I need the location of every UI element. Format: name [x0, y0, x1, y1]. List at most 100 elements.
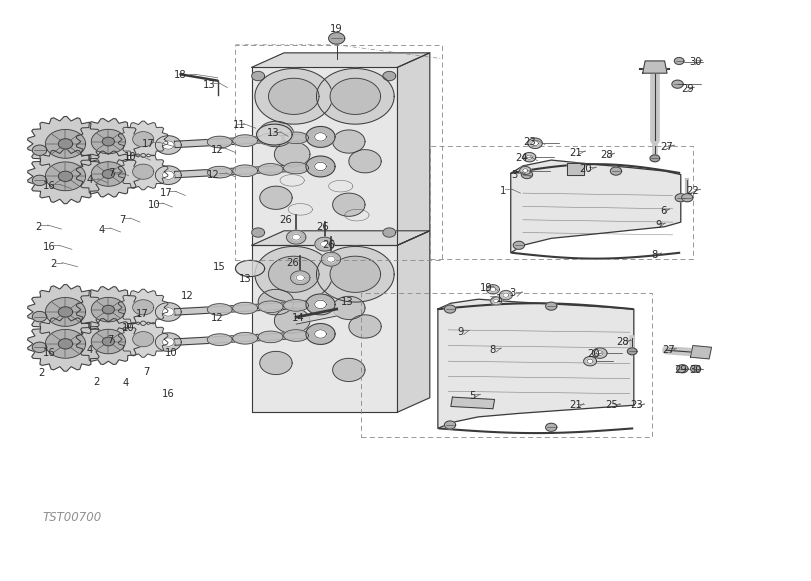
Text: 8: 8 [652, 250, 658, 260]
Polygon shape [32, 175, 47, 185]
Polygon shape [672, 80, 683, 88]
Polygon shape [133, 332, 154, 347]
Polygon shape [251, 71, 264, 81]
Text: 17: 17 [136, 309, 148, 319]
Text: 10: 10 [165, 348, 177, 358]
Text: 15: 15 [213, 262, 225, 272]
Polygon shape [156, 333, 181, 352]
Polygon shape [611, 167, 622, 175]
Polygon shape [383, 228, 396, 237]
Text: 17: 17 [161, 188, 173, 198]
Polygon shape [32, 145, 47, 156]
Polygon shape [45, 130, 85, 158]
Polygon shape [333, 130, 365, 153]
Polygon shape [92, 130, 126, 154]
Polygon shape [444, 305, 456, 313]
Polygon shape [321, 252, 341, 266]
Polygon shape [251, 228, 264, 237]
Text: 30: 30 [689, 365, 702, 375]
Text: 2: 2 [38, 368, 45, 378]
Polygon shape [208, 166, 232, 178]
Polygon shape [118, 289, 168, 325]
Text: 30: 30 [689, 56, 702, 67]
Text: 7: 7 [107, 335, 114, 345]
Polygon shape [490, 287, 496, 292]
Polygon shape [444, 421, 456, 429]
Polygon shape [92, 162, 126, 187]
Polygon shape [677, 365, 688, 373]
Bar [361, 293, 652, 436]
Polygon shape [284, 300, 308, 311]
Polygon shape [451, 397, 495, 409]
Polygon shape [593, 348, 607, 358]
Polygon shape [28, 117, 103, 171]
Text: 29: 29 [681, 84, 693, 94]
Polygon shape [682, 193, 693, 202]
Text: 7: 7 [144, 367, 149, 376]
Polygon shape [532, 141, 539, 146]
Polygon shape [494, 299, 499, 303]
Polygon shape [521, 171, 533, 178]
Polygon shape [491, 297, 502, 305]
Text: 23: 23 [523, 137, 536, 147]
Polygon shape [349, 315, 381, 338]
Polygon shape [45, 297, 85, 327]
Text: 3: 3 [512, 170, 518, 180]
Polygon shape [233, 165, 258, 177]
Polygon shape [315, 237, 334, 251]
Polygon shape [162, 308, 174, 316]
Polygon shape [296, 309, 337, 324]
Polygon shape [274, 308, 310, 333]
Text: 27: 27 [663, 345, 675, 355]
Polygon shape [256, 124, 292, 145]
Polygon shape [28, 285, 103, 339]
Text: 2: 2 [93, 377, 100, 387]
Polygon shape [327, 256, 335, 262]
Polygon shape [260, 186, 292, 209]
Polygon shape [162, 171, 174, 180]
Polygon shape [156, 303, 181, 321]
Polygon shape [676, 193, 686, 202]
Polygon shape [503, 293, 508, 297]
Text: 5: 5 [469, 391, 475, 401]
Polygon shape [349, 150, 381, 173]
Polygon shape [306, 156, 335, 177]
Text: 9: 9 [655, 220, 661, 230]
Text: 13: 13 [341, 297, 354, 307]
Polygon shape [284, 329, 308, 341]
Polygon shape [255, 69, 333, 124]
Polygon shape [315, 132, 326, 141]
Polygon shape [258, 289, 294, 315]
Text: 26: 26 [316, 222, 329, 232]
Text: 19: 19 [330, 23, 343, 34]
Polygon shape [258, 164, 283, 175]
Polygon shape [76, 286, 140, 332]
Polygon shape [45, 162, 85, 191]
Polygon shape [290, 271, 310, 285]
Polygon shape [260, 352, 292, 375]
Polygon shape [306, 294, 335, 315]
Text: 7: 7 [119, 215, 126, 225]
Text: 12: 12 [181, 291, 193, 302]
Text: 25: 25 [606, 400, 618, 410]
Polygon shape [690, 346, 711, 359]
Polygon shape [330, 256, 380, 292]
Text: 1: 1 [500, 186, 506, 196]
Polygon shape [233, 302, 258, 314]
Polygon shape [133, 300, 154, 315]
Polygon shape [333, 193, 365, 216]
Polygon shape [208, 304, 232, 315]
Bar [430, 146, 693, 259]
Polygon shape [258, 331, 283, 343]
Polygon shape [45, 329, 85, 358]
Text: 12: 12 [208, 170, 220, 180]
Polygon shape [487, 285, 500, 294]
Polygon shape [28, 149, 103, 204]
Polygon shape [690, 365, 700, 372]
Polygon shape [76, 318, 140, 364]
Polygon shape [258, 134, 283, 145]
Polygon shape [511, 160, 680, 253]
Polygon shape [500, 290, 513, 300]
Polygon shape [118, 321, 168, 357]
Text: 10: 10 [124, 152, 136, 162]
